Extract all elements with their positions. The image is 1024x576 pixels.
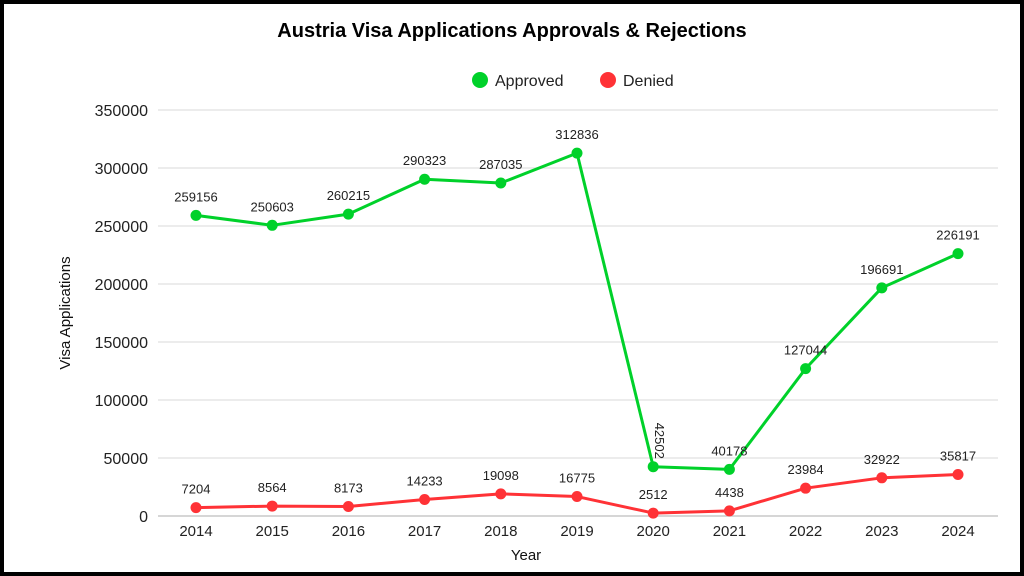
legend-label: Denied <box>623 73 674 90</box>
data-label: 2512 <box>639 487 668 502</box>
chart-title: Austria Visa Applications Approvals & Re… <box>277 20 746 42</box>
data-point[interactable] <box>876 282 888 294</box>
series-denied: 7204 8564 8173 14233 19098 16775 2512 4438 23984… <box>182 448 976 519</box>
x-tick-label: 2016 <box>332 523 365 540</box>
data-point[interactable] <box>419 493 431 505</box>
legend-marker <box>600 72 616 88</box>
x-tick-label: 2020 <box>637 523 670 540</box>
data-label: 4438 <box>715 485 744 500</box>
data-label: 7204 <box>182 482 211 497</box>
y-tick-label: 50000 <box>104 451 149 468</box>
data-point[interactable] <box>495 177 507 189</box>
data-point[interactable] <box>876 472 888 484</box>
data-label: 250603 <box>251 199 294 214</box>
data-label: 226191 <box>936 228 979 243</box>
x-tick-label: 2021 <box>713 523 746 540</box>
legend: Approved Denied <box>472 72 674 90</box>
x-tick-label: 2024 <box>941 523 974 540</box>
data-point[interactable] <box>800 482 812 494</box>
data-label: 127044 <box>784 343 827 358</box>
data-label: 260215 <box>327 188 370 203</box>
y-tick-label: 350000 <box>95 103 148 120</box>
data-label: 35817 <box>940 448 976 463</box>
series-line <box>195 151 959 471</box>
data-point[interactable] <box>647 507 659 519</box>
y-axis-label: Visa Applications <box>57 256 74 369</box>
y-tick-label: 150000 <box>95 335 148 352</box>
data-point[interactable] <box>190 209 202 221</box>
legend-marker <box>472 72 488 88</box>
gridlines <box>158 109 998 517</box>
x-axis-ticks: 2014 2015 2016 2017 2018 2019 2020 2021 2022 2023… <box>179 523 974 540</box>
data-label: 196691 <box>860 262 903 277</box>
x-tick-label: 2019 <box>560 523 593 540</box>
x-tick-label: 2023 <box>865 523 898 540</box>
data-label: 40178 <box>711 443 747 458</box>
data-label: 287035 <box>479 157 522 172</box>
data-label: 14233 <box>407 473 443 488</box>
data-label: 312836 <box>555 127 598 142</box>
x-axis-label: Year <box>511 547 541 564</box>
y-axis-ticks: 0 50000 100000 150000 200000 250000 300000 3500… <box>95 103 148 526</box>
chart-frame: Austria Visa Applications Approvals & Re… <box>4 4 1020 572</box>
data-point[interactable] <box>419 173 431 185</box>
y-tick-label: 250000 <box>95 219 148 236</box>
y-tick-label: 0 <box>139 509 148 526</box>
data-point[interactable] <box>723 505 735 517</box>
data-point[interactable] <box>571 147 583 159</box>
data-label: 16775 <box>559 471 595 486</box>
data-point[interactable] <box>190 502 202 514</box>
data-label: 19098 <box>483 468 519 483</box>
data-point[interactable] <box>266 500 278 512</box>
data-label: 23984 <box>788 462 824 477</box>
data-point[interactable] <box>342 501 354 513</box>
x-tick-label: 2017 <box>408 523 441 540</box>
x-tick-label: 2015 <box>256 523 289 540</box>
data-label: 8564 <box>258 480 287 495</box>
data-point[interactable] <box>800 363 812 375</box>
y-tick-label: 200000 <box>95 277 148 294</box>
x-tick-label: 2014 <box>179 523 212 540</box>
data-label: 259156 <box>174 189 217 204</box>
x-tick-label: 2018 <box>484 523 517 540</box>
legend-item-denied[interactable]: Denied <box>600 72 674 90</box>
data-point[interactable] <box>342 208 354 220</box>
x-tick-label: 2022 <box>789 523 822 540</box>
data-label: 42502 <box>652 423 667 459</box>
data-point[interactable] <box>952 248 964 260</box>
legend-item-approved[interactable]: Approved <box>472 72 564 90</box>
data-point[interactable] <box>571 491 583 503</box>
series-approved: 259156 250603 260215 290323 287035 312836 4250… <box>174 127 980 475</box>
series-group: 259156 250603 260215 290323 287035 312836 4250… <box>174 127 980 519</box>
data-point[interactable] <box>647 461 659 473</box>
legend-label: Approved <box>495 73 564 90</box>
data-label: 8173 <box>334 481 363 496</box>
data-label: 290323 <box>403 153 446 168</box>
data-point[interactable] <box>723 463 735 475</box>
data-point[interactable] <box>266 219 278 231</box>
data-point[interactable] <box>495 488 507 500</box>
y-tick-label: 300000 <box>95 161 148 178</box>
data-point[interactable] <box>952 468 964 480</box>
data-label: 32922 <box>864 452 900 467</box>
y-tick-label: 100000 <box>95 393 148 410</box>
